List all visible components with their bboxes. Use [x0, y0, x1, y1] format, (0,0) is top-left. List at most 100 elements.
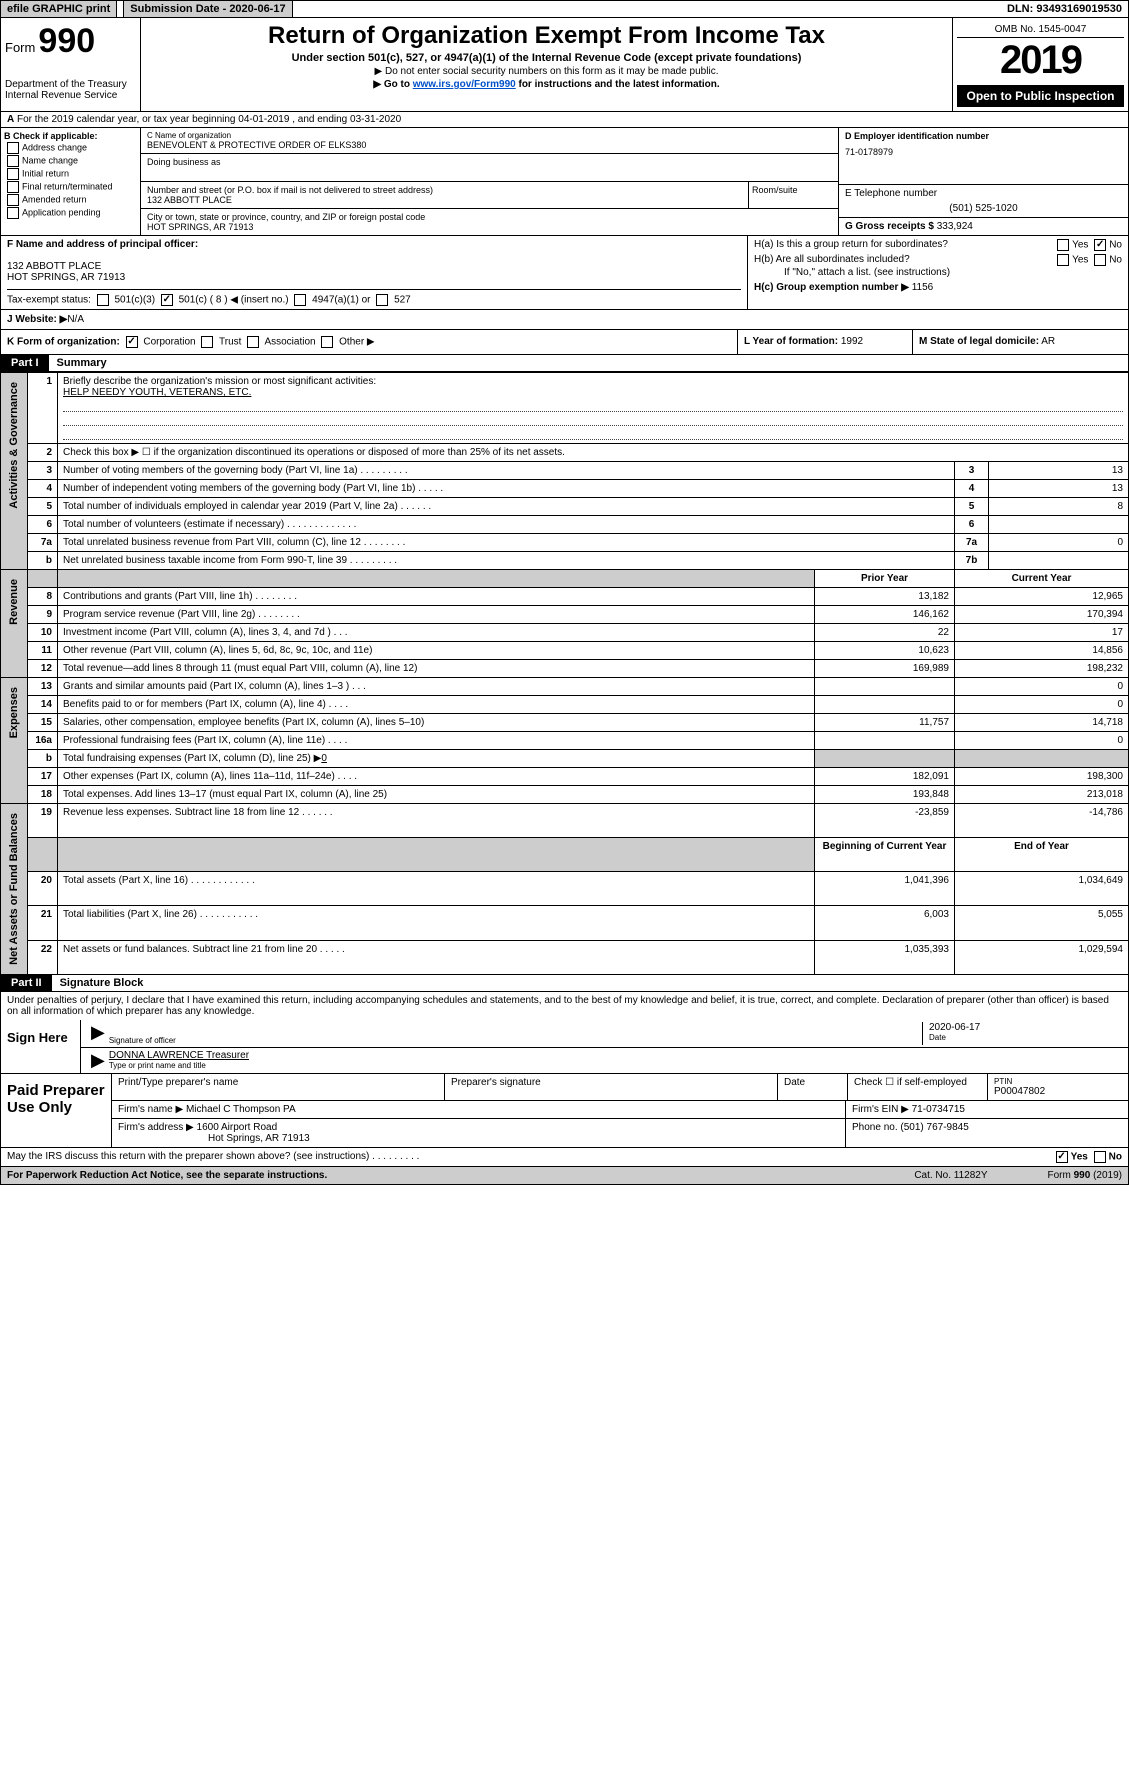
hb-yes[interactable] [1057, 254, 1069, 266]
box-m: M State of legal domicile: AR [913, 330, 1128, 354]
section-ag: Activities & Governance [6, 376, 22, 515]
instructions-link[interactable]: www.irs.gov/Form990 [413, 79, 516, 90]
discuss-no[interactable] [1094, 1151, 1106, 1163]
check-527[interactable] [376, 294, 388, 306]
check-trust[interactable] [201, 336, 213, 348]
val-3: 13 [989, 462, 1129, 480]
header-left: Form 990 Department of the Treasury Inte… [1, 18, 141, 111]
box-center: C Name of organization BENEVOLENT & PROT… [141, 128, 838, 235]
box-right: D Employer identification number 71-0178… [838, 128, 1128, 235]
val-7b [989, 552, 1129, 570]
discuss-row: May the IRS discuss this return with the… [0, 1148, 1129, 1167]
ein-value: 71-0178979 [845, 147, 1122, 157]
val-6 [989, 516, 1129, 534]
org-name-box: C Name of organization BENEVOLENT & PROT… [141, 128, 838, 154]
val-4: 13 [989, 480, 1129, 498]
part1-header: Part I Summary [0, 355, 1129, 372]
omb-number: OMB No. 1545-0047 [957, 22, 1124, 38]
hb-no[interactable] [1094, 254, 1106, 266]
sign-here-label: Sign Here [1, 1020, 81, 1073]
form-footer: Form 990 (2019) [1048, 1170, 1122, 1181]
prior-year-head: Prior Year [815, 570, 955, 588]
check-final[interactable]: Final return/terminated [4, 181, 137, 193]
cat-number: Cat. No. 11282Y [914, 1170, 987, 1181]
room-box: Room/suite [748, 182, 838, 209]
form-note2: ▶ Go to www.irs.gov/Form990 for instruct… [145, 79, 948, 90]
arrow-icon: ▶ [87, 1050, 109, 1071]
phone-value: (501) 525-1020 [845, 203, 1122, 214]
irs-label: Internal Revenue Service [5, 90, 136, 101]
val-7a: 0 [989, 534, 1129, 552]
check-4947[interactable] [294, 294, 306, 306]
fh-row: F Name and address of principal officer:… [0, 236, 1129, 310]
form-header: Form 990 Department of the Treasury Inte… [0, 18, 1129, 112]
submission-date: Submission Date - 2020-06-17 [123, 1, 292, 17]
current-year-head: Current Year [955, 570, 1129, 588]
address-box: Number and street (or P.O. box if mail i… [141, 182, 748, 209]
end-head: End of Year [955, 838, 1129, 872]
signature-block: Under penalties of perjury, I declare th… [0, 992, 1129, 1074]
beginning-head: Beginning of Current Year [815, 838, 955, 872]
discuss-yes[interactable] [1056, 1151, 1068, 1163]
check-other[interactable] [321, 336, 333, 348]
perjury-text: Under penalties of perjury, I declare th… [1, 992, 1128, 1020]
part1-title: Summary [49, 355, 115, 371]
tax-status-label: Tax-exempt status: [7, 295, 91, 306]
top-bar: efile GRAPHIC print Submission Date - 20… [0, 0, 1129, 18]
open-inspection: Open to Public Inspection [957, 85, 1124, 107]
box-g: G Gross receipts $ 333,924 [839, 218, 1128, 235]
section-nab: Net Assets or Fund Balances [6, 807, 22, 971]
form-note1: ▶ Do not enter social security numbers o… [145, 66, 948, 77]
website-value: N/A [67, 314, 84, 325]
box-h: H(a) Is this a group return for subordin… [748, 236, 1128, 309]
check-assoc[interactable] [247, 336, 259, 348]
line-a: A For the 2019 calendar year, or tax yea… [0, 112, 1129, 128]
website-row: J Website: ▶ N/A [0, 310, 1129, 330]
form-title: Return of Organization Exempt From Incom… [145, 22, 948, 50]
ha-no[interactable] [1094, 239, 1106, 251]
street-address: 132 ABBOTT PLACE [147, 195, 742, 205]
arrow-icon: ▶ [87, 1022, 109, 1045]
footer-row: For Paperwork Reduction Act Notice, see … [0, 1167, 1129, 1185]
entity-grid: B Check if applicable: Address change Na… [0, 128, 1129, 236]
val-5: 8 [989, 498, 1129, 516]
check-corp[interactable] [126, 336, 138, 348]
gross-receipts: 333,924 [937, 221, 973, 232]
box-b: B Check if applicable: Address change Na… [1, 128, 141, 235]
ha-yes[interactable] [1057, 239, 1069, 251]
klm-row: K Form of organization: Corporation Trus… [0, 330, 1129, 355]
officer-name: DONNA LAWRENCE Treasurer [109, 1050, 249, 1061]
part1-label: Part I [1, 355, 49, 371]
city-box: City or town, state or province, country… [141, 209, 838, 235]
box-f: F Name and address of principal officer:… [1, 236, 748, 309]
org-name: BENEVOLENT & PROTECTIVE ORDER OF ELKS380 [147, 140, 832, 150]
city-value: HOT SPRINGS, AR 71913 [147, 222, 832, 232]
pra-notice: For Paperwork Reduction Act Notice, see … [7, 1170, 327, 1181]
part2-header: Part II Signature Block [0, 975, 1129, 992]
check-name[interactable]: Name change [4, 155, 137, 167]
sign-date: 2020-06-17 [929, 1022, 1122, 1033]
box-k: K Form of organization: Corporation Trus… [1, 330, 738, 354]
firm-name: Michael C Thompson PA [186, 1104, 296, 1115]
section-exp: Expenses [6, 681, 22, 744]
check-501c3[interactable] [97, 294, 109, 306]
dln-label: DLN: 93493169019530 [1001, 1, 1128, 17]
check-initial[interactable]: Initial return [4, 168, 137, 180]
dba-box: Doing business as [141, 154, 838, 182]
part2-title: Signature Block [52, 975, 152, 991]
preparer-block: Paid Preparer Use Only Print/Type prepar… [0, 1074, 1129, 1148]
form-subtitle: Under section 501(c), 527, or 4947(a)(1)… [145, 52, 948, 64]
check-address[interactable]: Address change [4, 142, 137, 154]
part2-label: Part II [1, 975, 52, 991]
box-l: L Year of formation: 1992 [738, 330, 913, 354]
check-application[interactable]: Application pending [4, 207, 137, 219]
mission-text: HELP NEEDY YOUTH, VETERANS, ETC. [63, 387, 251, 398]
check-501c[interactable] [161, 294, 173, 306]
section-rev: Revenue [6, 573, 22, 631]
check-amended[interactable]: Amended return [4, 194, 137, 206]
box-e: E Telephone number (501) 525-1020 [839, 185, 1128, 218]
dept-label: Department of the Treasury [5, 79, 136, 90]
efile-label[interactable]: efile GRAPHIC print [1, 1, 117, 17]
tax-year: 2019 [957, 38, 1124, 83]
form-prefix: Form [5, 40, 35, 55]
